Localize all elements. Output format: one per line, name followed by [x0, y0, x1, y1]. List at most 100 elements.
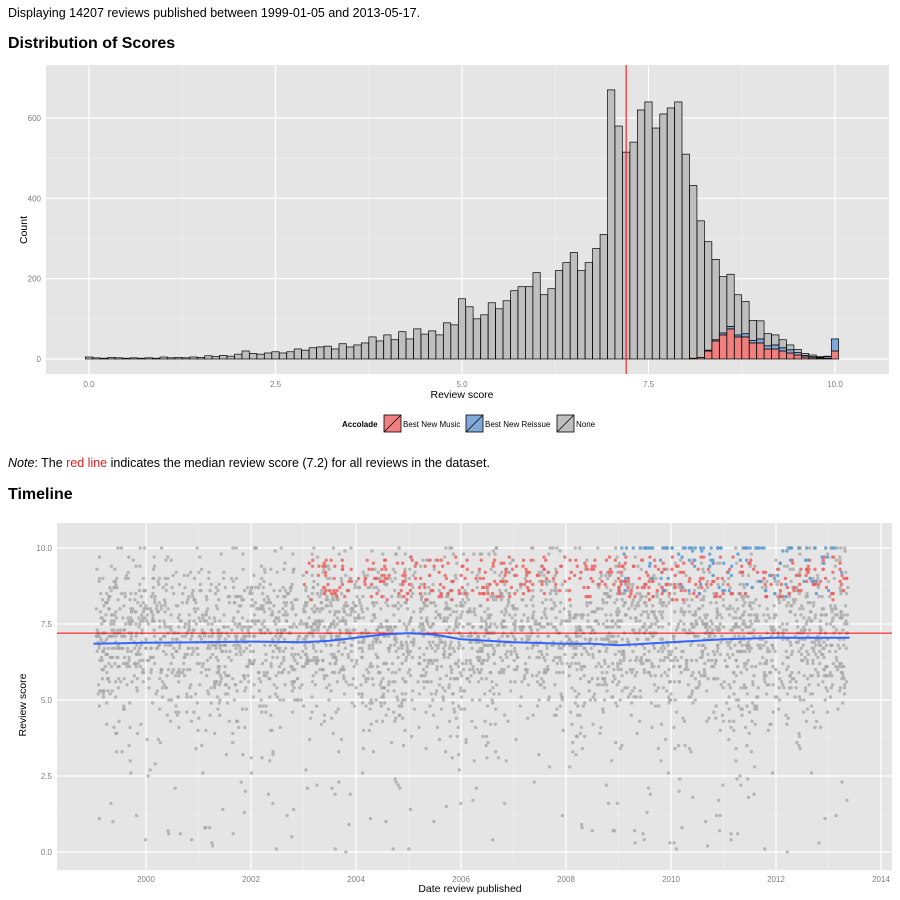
point-none	[811, 710, 816, 714]
point-none	[475, 585, 479, 590]
point-none	[531, 594, 535, 599]
point-none	[725, 607, 729, 611]
point-best-new-reissue	[687, 588, 691, 593]
point-none	[143, 588, 147, 593]
point-none	[151, 613, 155, 617]
point-none	[173, 786, 177, 790]
point-best-new-music	[579, 570, 583, 574]
point-none	[748, 564, 752, 568]
point-none	[376, 670, 381, 675]
timeline-ticks: 2000 2002 2004 2006 2008 2010 2012 20140.02.55.…	[36, 544, 890, 884]
point-none	[341, 664, 345, 669]
point-none	[629, 604, 634, 608]
point-none	[170, 670, 174, 675]
point-best-new-music	[673, 585, 677, 590]
point-none	[299, 698, 303, 702]
point-none	[494, 750, 498, 754]
point-none	[180, 670, 185, 675]
point-none	[796, 640, 800, 644]
point-none	[242, 810, 246, 815]
point-none	[667, 622, 671, 626]
point-none	[181, 591, 185, 596]
point-none	[114, 582, 118, 587]
point-best-new-music	[647, 585, 651, 590]
point-none	[571, 750, 575, 754]
point-none	[811, 661, 815, 666]
point-none	[704, 616, 708, 620]
point-none	[110, 613, 114, 617]
point-none	[610, 695, 614, 699]
point-none	[622, 658, 626, 663]
point-none	[464, 658, 469, 663]
point-none	[598, 683, 602, 687]
point-none	[631, 628, 635, 632]
point-none	[741, 582, 746, 587]
point-none	[673, 655, 678, 660]
point-none	[186, 667, 190, 672]
point-none	[198, 555, 202, 559]
point-none	[548, 546, 552, 550]
point-none	[408, 649, 413, 654]
point-best-new-music	[542, 555, 546, 559]
point-none	[767, 616, 772, 620]
point-none	[747, 731, 751, 736]
point-none	[216, 707, 220, 711]
point-none	[621, 649, 626, 654]
point-none	[671, 634, 675, 638]
point-none	[439, 664, 444, 669]
point-none	[704, 622, 708, 626]
point-none	[673, 746, 677, 751]
point-none	[664, 604, 668, 608]
point-none	[139, 643, 143, 647]
point-none	[403, 601, 407, 605]
point-none	[422, 680, 426, 684]
point-none	[641, 661, 645, 666]
point-none	[510, 604, 515, 608]
point-none	[842, 643, 846, 647]
point-none	[702, 570, 706, 574]
point-none	[657, 582, 661, 587]
point-none	[828, 604, 833, 608]
point-none	[209, 701, 213, 705]
point-none	[462, 689, 466, 693]
point-none	[161, 585, 165, 590]
point-none	[502, 643, 506, 647]
point-none	[301, 649, 305, 654]
point-none	[567, 674, 571, 678]
point-none	[651, 643, 656, 647]
point-best-new-music	[653, 564, 657, 568]
point-none	[260, 710, 264, 714]
point-none	[249, 756, 253, 760]
point-none	[447, 686, 451, 690]
point-none	[260, 704, 265, 708]
point-none	[311, 634, 315, 638]
histogram-y-tick-label: 0	[37, 355, 42, 364]
point-none	[216, 634, 220, 638]
point-none	[106, 598, 111, 602]
point-none	[194, 746, 198, 751]
point-none	[806, 601, 810, 605]
point-none	[813, 613, 818, 617]
point-none	[494, 598, 498, 602]
point-best-new-music	[385, 598, 389, 602]
point-none	[274, 622, 278, 626]
point-none	[749, 552, 753, 556]
point-none	[537, 570, 541, 574]
point-none	[166, 607, 170, 611]
point-none	[144, 637, 148, 641]
point-best-new-reissue	[658, 558, 663, 562]
point-none	[339, 737, 344, 742]
point-none	[696, 607, 700, 611]
point-none	[701, 643, 706, 647]
point-none	[616, 667, 620, 672]
point-none	[755, 613, 759, 617]
point-none	[207, 616, 212, 620]
point-none	[712, 664, 716, 669]
point-none	[650, 661, 654, 666]
point-none	[145, 607, 150, 611]
point-none	[178, 832, 182, 836]
point-none	[293, 658, 297, 663]
point-none	[291, 807, 296, 812]
point-best-new-music	[647, 598, 652, 602]
bar-best-new-reissue	[741, 333, 750, 338]
